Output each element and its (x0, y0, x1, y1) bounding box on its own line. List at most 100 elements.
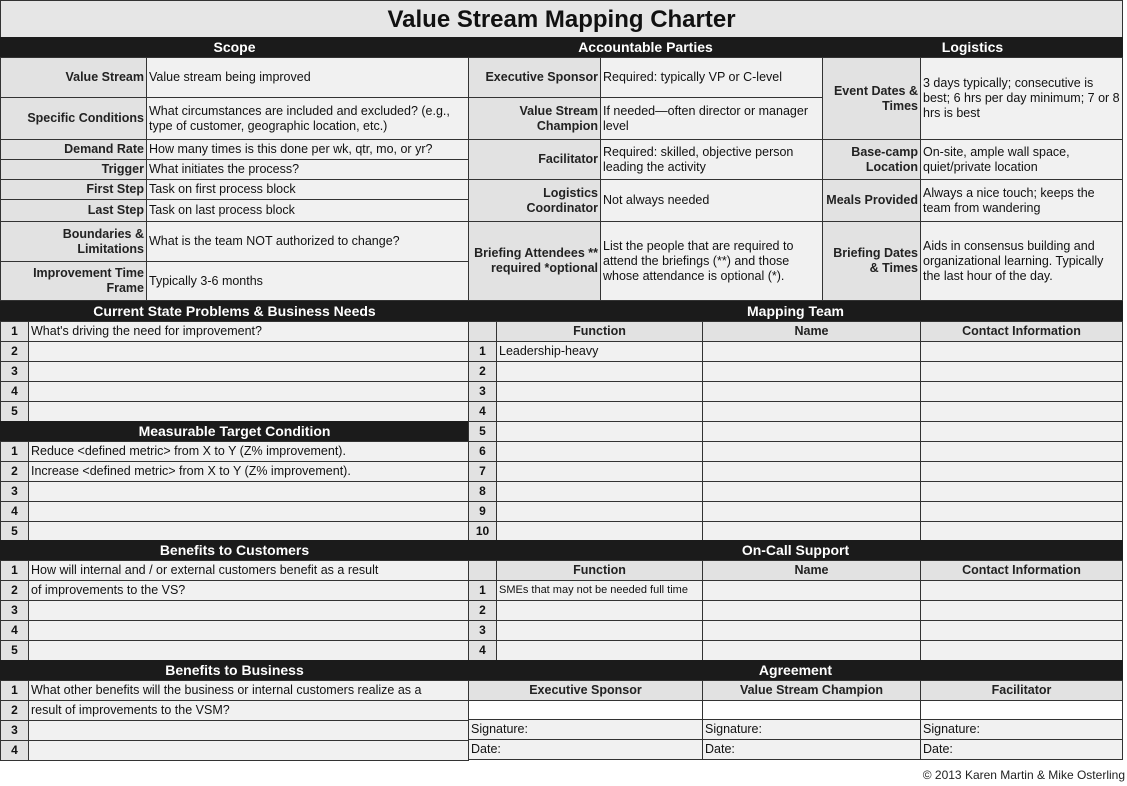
contact-field[interactable] (920, 441, 1123, 462)
scope-label: Improvement Time Frame (0, 261, 147, 301)
scope-value-field[interactable]: How many times is this done per wk, qtr,… (146, 139, 469, 160)
row-field[interactable] (28, 640, 469, 661)
scope-value-field[interactable]: Typically 3-6 months (146, 261, 469, 301)
row-field[interactable]: What's driving the need for improvement? (28, 321, 469, 342)
column-header-contact: Contact Information (920, 560, 1123, 581)
scope-value-field[interactable]: Value stream being improved (146, 57, 469, 98)
function-field-text: Leadership-heavy (499, 344, 599, 358)
name-field[interactable] (702, 361, 921, 382)
row-field[interactable]: What other benefits will the business or… (28, 680, 469, 701)
contact-field[interactable] (920, 361, 1123, 382)
function-field[interactable] (496, 421, 703, 442)
signature-area[interactable] (920, 700, 1123, 720)
function-field[interactable] (496, 501, 703, 522)
name-field[interactable] (702, 501, 921, 522)
logistics-value-field[interactable]: Aids in consensus building and organizat… (920, 221, 1123, 301)
scope-value-field[interactable]: Task on first process block (146, 179, 469, 200)
name-field[interactable] (702, 580, 921, 601)
name-field[interactable] (702, 600, 921, 621)
scope-value-field[interactable]: What is the team NOT authorized to chang… (146, 221, 469, 262)
section-header-benefits_customers: Benefits to Customers (0, 540, 469, 561)
scope-value-field[interactable]: What initiates the process? (146, 159, 469, 180)
row-number: 1 (468, 580, 497, 601)
row-field[interactable] (28, 620, 469, 641)
signature-field[interactable]: Signature: (468, 719, 703, 740)
contact-field[interactable] (920, 521, 1123, 542)
name-field[interactable] (702, 521, 921, 542)
name-field[interactable] (702, 421, 921, 442)
row-number-text: 2 (11, 344, 18, 358)
contact-field[interactable] (920, 401, 1123, 422)
row-field[interactable]: of improvements to the VS? (28, 580, 469, 601)
row-field[interactable] (28, 341, 469, 362)
contact-field[interactable] (920, 620, 1123, 641)
column-header-name: Name (702, 321, 921, 342)
date-field-text: Date: (705, 742, 735, 756)
row-field[interactable]: Increase <defined metric> from X to Y (Z… (28, 461, 469, 482)
logistics-value-field[interactable]: Always a nice touch; keeps the team from… (920, 179, 1123, 222)
function-field[interactable] (496, 600, 703, 621)
row-field[interactable] (28, 381, 469, 402)
row-field[interactable]: Reduce <defined metric> from X to Y (Z% … (28, 441, 469, 462)
contact-field[interactable] (920, 600, 1123, 621)
row-field[interactable] (28, 361, 469, 382)
function-field[interactable]: Leadership-heavy (496, 341, 703, 362)
row-field[interactable] (28, 501, 469, 522)
accountable-value-field[interactable]: Not always needed (600, 179, 823, 222)
signature-area[interactable] (702, 700, 921, 720)
function-field[interactable] (496, 441, 703, 462)
contact-field[interactable] (920, 640, 1123, 661)
signature-area[interactable] (468, 700, 703, 720)
row-field[interactable] (28, 600, 469, 621)
signature-field[interactable]: Signature: (920, 719, 1123, 740)
scope-value-field[interactable]: What circumstances are included and excl… (146, 97, 469, 140)
name-field[interactable] (702, 640, 921, 661)
row-field[interactable] (28, 401, 469, 422)
contact-field[interactable] (920, 461, 1123, 482)
accountable-value-field[interactable]: If needed—often director or manager leve… (600, 97, 823, 140)
row-field[interactable] (28, 481, 469, 502)
name-field[interactable] (702, 441, 921, 462)
contact-field[interactable] (920, 481, 1123, 502)
accountable-label-text: Briefing Attendees ** required *optional (474, 246, 598, 275)
name-field[interactable] (702, 381, 921, 402)
row-field[interactable]: result of improvements to the VSM? (28, 700, 469, 721)
contact-field[interactable] (920, 381, 1123, 402)
row-field[interactable]: How will internal and / or external cust… (28, 560, 469, 581)
row-field[interactable] (28, 740, 469, 761)
name-field[interactable] (702, 401, 921, 422)
function-field[interactable] (496, 640, 703, 661)
function-field[interactable] (496, 361, 703, 382)
contact-field[interactable] (920, 580, 1123, 601)
contact-field[interactable] (920, 501, 1123, 522)
signature-field[interactable]: Signature: (702, 719, 921, 740)
function-field[interactable] (496, 461, 703, 482)
scope-value-field[interactable]: Task on last process block (146, 199, 469, 222)
contact-field[interactable] (920, 421, 1123, 442)
row-number: 2 (0, 580, 29, 601)
date-field[interactable]: Date: (702, 739, 921, 760)
function-field[interactable] (496, 521, 703, 542)
accountable-value-field[interactable]: List the people that are required to att… (600, 221, 823, 301)
scope-label: Value Stream (0, 57, 147, 98)
function-field[interactable]: SMEs that may not be needed full time (496, 580, 703, 601)
function-field[interactable] (496, 401, 703, 422)
function-field[interactable] (496, 481, 703, 502)
row-field[interactable] (28, 720, 469, 741)
name-field[interactable] (702, 620, 921, 641)
name-field[interactable] (702, 481, 921, 502)
date-field[interactable]: Date: (468, 739, 703, 760)
row-number-text: 7 (479, 464, 486, 478)
logistics-value-field-text: On-site, ample wall space, quiet/private… (923, 144, 1070, 174)
row-field[interactable] (28, 521, 469, 542)
function-field[interactable] (496, 620, 703, 641)
name-field[interactable] (702, 461, 921, 482)
logistics-value-field[interactable]: 3 days typically; consecutive is best; 6… (920, 57, 1123, 140)
function-field[interactable] (496, 381, 703, 402)
accountable-value-field[interactable]: Required: typically VP or C-level (600, 57, 823, 98)
name-field[interactable] (702, 341, 921, 362)
date-field[interactable]: Date: (920, 739, 1123, 760)
accountable-value-field[interactable]: Required: skilled, objective person lead… (600, 139, 823, 180)
logistics-value-field[interactable]: On-site, ample wall space, quiet/private… (920, 139, 1123, 180)
contact-field[interactable] (920, 341, 1123, 362)
